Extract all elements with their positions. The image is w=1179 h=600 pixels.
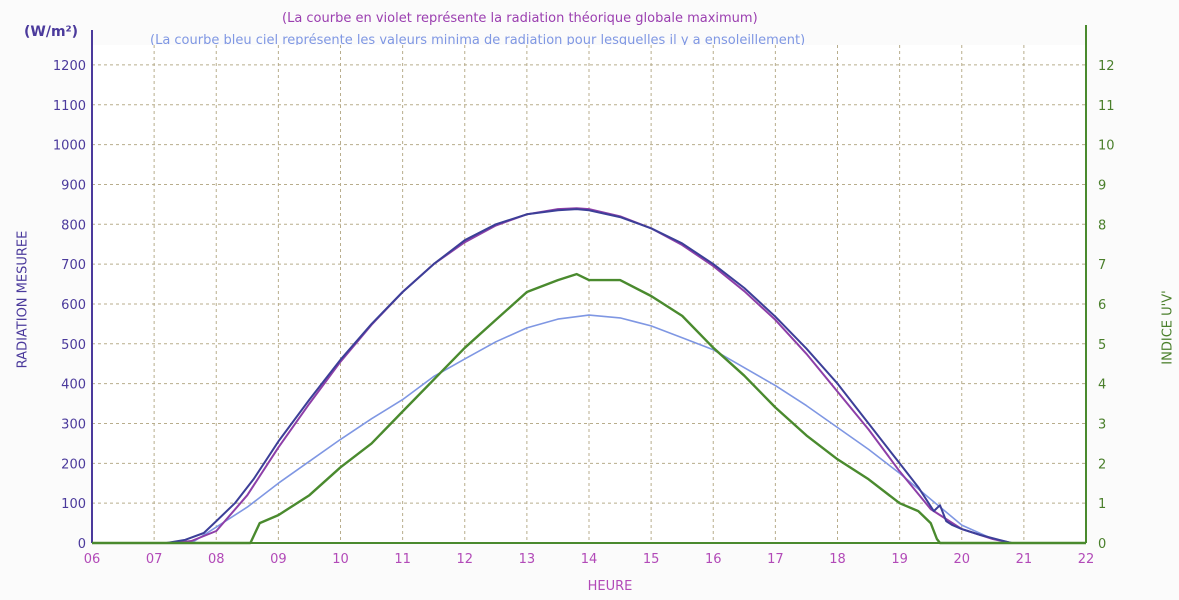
y-tick-label-left: 900 [61, 178, 86, 193]
y-tick-label-right: 5 [1098, 338, 1106, 353]
x-tick-label: 12 [456, 552, 473, 567]
x-tick-label: 13 [519, 552, 536, 567]
y-tick-label-left: 600 [61, 298, 86, 313]
y-tick-label-right: 2 [1098, 457, 1106, 472]
note-theoretical-curve: (La courbe en violet représente la radia… [282, 11, 758, 26]
x-axis-label: HEURE [587, 579, 633, 594]
y-unit-label: (W/m²) [24, 24, 79, 40]
y-tick-label-left: 700 [61, 258, 86, 273]
y-tick-label-right: 0 [1098, 537, 1106, 552]
x-tick-label: 08 [208, 552, 225, 567]
y-tick-label-left: 800 [61, 218, 86, 233]
y-tick-label-right: 10 [1098, 139, 1115, 154]
y-tick-label-left: 1100 [53, 99, 86, 114]
y-tick-label-right: 6 [1098, 298, 1106, 313]
y-tick-label-left: 1200 [53, 59, 86, 74]
y-tick-label-right: 1 [1098, 497, 1106, 512]
x-tick-label: 22 [1078, 552, 1095, 567]
y-tick-label-left: 500 [61, 338, 86, 353]
x-tick-label: 17 [767, 552, 784, 567]
x-tick-label: 14 [581, 552, 598, 567]
y-tick-label-left: 300 [61, 417, 86, 432]
x-tick-label: 10 [332, 552, 349, 567]
x-tick-label: 11 [394, 552, 411, 567]
x-tick-label: 21 [1016, 552, 1033, 567]
series-line-measured [92, 208, 1086, 544]
x-tick-label: 20 [953, 552, 970, 567]
y-tick-label-left: 100 [61, 497, 86, 512]
y-tick-label-left: 400 [61, 378, 86, 393]
series-line-uv-index [92, 272, 1086, 545]
y-tick-label-right: 4 [1098, 378, 1106, 393]
y-tick-label-left: 0 [78, 537, 86, 552]
y-tick-label-right: 8 [1098, 218, 1106, 233]
x-tick-label: 16 [705, 552, 722, 567]
y-tick-label-left: 200 [61, 457, 86, 472]
x-tick-label: 09 [270, 552, 287, 567]
x-tick-label: 06 [84, 552, 101, 567]
x-tick-label: 07 [146, 552, 163, 567]
x-tick-label: 15 [643, 552, 660, 567]
x-tick-label: 18 [829, 552, 846, 567]
y-tick-label-right: 3 [1098, 417, 1106, 432]
y-tick-label-right: 11 [1098, 99, 1115, 114]
note-minimum-curve: (La courbe bleu ciel représente les vale… [150, 33, 806, 48]
y-tick-label-right: 7 [1098, 258, 1106, 273]
y-tick-label-left: 1000 [53, 139, 86, 154]
y-tick-label-right: 12 [1098, 59, 1115, 74]
y-tick-label-right: 9 [1098, 178, 1106, 193]
x-tick-label: 19 [891, 552, 908, 567]
